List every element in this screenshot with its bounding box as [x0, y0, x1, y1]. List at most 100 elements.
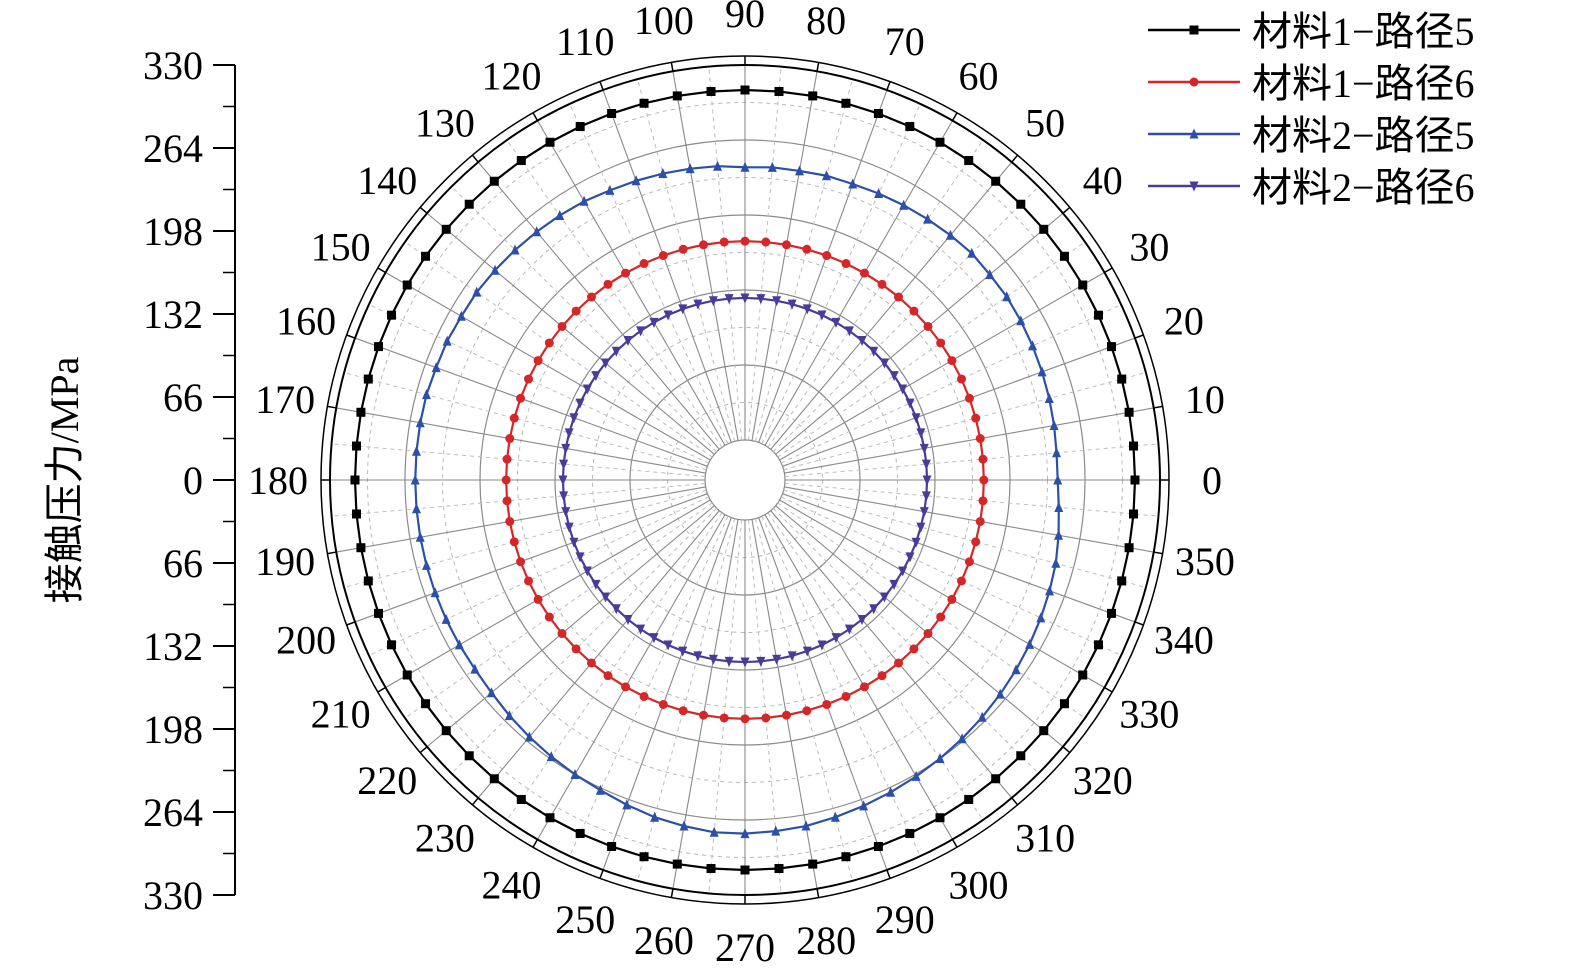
angle-tick-label: 260: [634, 918, 694, 963]
series-3-point: [771, 825, 781, 836]
angle-tick-label: 210: [311, 692, 371, 737]
series-2-point: [822, 251, 832, 261]
series-1-point: [672, 91, 682, 101]
series-4-point: [559, 459, 569, 470]
radial-tick-label: 264: [143, 126, 203, 171]
series-4-point: [740, 293, 750, 304]
series-2-point: [964, 557, 974, 567]
series-1-point: [841, 98, 851, 108]
series-4-point: [844, 624, 854, 635]
series-2-point: [781, 710, 791, 720]
angle-tick-label: 170: [255, 377, 315, 422]
outer-tick: [816, 62, 820, 72]
series-1-point: [935, 813, 945, 823]
angle-tick-label: 30: [1129, 225, 1169, 270]
outer-tick: [532, 112, 539, 121]
series-3-point: [415, 531, 425, 542]
series-4-point: [708, 296, 718, 307]
series-3-point: [1054, 529, 1064, 540]
radial-tick-label: 132: [143, 292, 203, 337]
series-4-point: [611, 604, 621, 615]
series-3-point: [1045, 585, 1055, 596]
angle-tick-label: 0: [1202, 458, 1222, 503]
series-4-point: [911, 413, 921, 424]
series-2-point: [699, 240, 709, 250]
series-3-point: [945, 229, 955, 240]
grid-spoke: [708, 66, 743, 441]
series-4-point: [831, 317, 841, 328]
series-3-point: [957, 733, 967, 744]
outer-tick: [816, 888, 820, 898]
series-2-point: [909, 644, 919, 654]
grid-spoke: [781, 304, 1122, 464]
outer-tick: [327, 551, 337, 555]
series-1-point: [356, 407, 366, 417]
legend-item-3: 材料2−路径5: [1148, 113, 1475, 158]
series-1-point: [575, 828, 585, 838]
series-1-point: [374, 608, 384, 618]
series-2-point: [740, 236, 750, 246]
outer-tick: [1134, 334, 1144, 339]
series-3-point: [685, 163, 695, 174]
angle-tick-label: 350: [1175, 539, 1235, 584]
grid-spoke: [426, 505, 715, 748]
series-4-point: [787, 651, 797, 662]
series-2-point: [524, 576, 534, 586]
series-3-point: [605, 184, 615, 195]
grid-spoke: [537, 120, 726, 446]
series-2-point: [699, 710, 709, 720]
legend-4-point: [1189, 181, 1199, 192]
radial-tick-label: 330: [143, 43, 203, 88]
series-2-point: [516, 393, 526, 403]
series-1-point: [1078, 670, 1088, 680]
series-4-point: [756, 656, 766, 667]
series-3-point: [622, 799, 632, 810]
angle-tick-label: 150: [311, 225, 371, 270]
series-1-point: [991, 176, 1001, 186]
series-1-point: [421, 699, 431, 709]
series-2-point: [841, 259, 851, 269]
series-3-point: [456, 310, 466, 321]
outer-tick: [346, 621, 356, 626]
series-2-point: [603, 671, 613, 681]
series-1-point: [607, 109, 617, 119]
outer-tick: [327, 405, 337, 409]
series-3-point: [579, 195, 589, 206]
radial-tick-label: 66: [163, 375, 203, 420]
series-1-point: [1093, 640, 1103, 650]
series-1-point: [374, 342, 384, 352]
series-4-point: [921, 459, 931, 470]
series-4-point: [591, 371, 601, 382]
series-2-point: [544, 612, 554, 622]
series-4-point: [693, 299, 703, 310]
outer-tick: [1104, 267, 1113, 274]
series-3: [410, 160, 1064, 839]
series-1-point: [516, 794, 526, 804]
legend-item-4: 材料2−路径6: [1148, 165, 1475, 210]
series-3-point: [848, 178, 858, 189]
series-4-point: [831, 633, 841, 644]
series-4-point: [663, 640, 673, 651]
angle-tick-label: 110: [556, 19, 615, 64]
angle-tick-label: 120: [482, 54, 542, 99]
series-2-point: [975, 516, 985, 526]
angle-tick-label: 190: [255, 539, 315, 584]
series-1-point: [740, 85, 750, 95]
series-2-point: [719, 713, 729, 723]
outer-tick: [599, 869, 604, 879]
series-4-point: [905, 552, 915, 563]
series-2-point: [658, 699, 668, 709]
series-2-point: [621, 268, 631, 278]
grid-spoke: [708, 519, 743, 894]
series-2-point: [658, 251, 668, 261]
angle-tick-label: 20: [1164, 298, 1204, 343]
series-1-point: [363, 576, 373, 586]
outer-tick: [1011, 154, 1019, 163]
series-4-point: [708, 654, 718, 665]
radial-axis-label: 接触压力/MPa: [42, 356, 87, 603]
series-1-point: [1117, 576, 1127, 586]
series-4-point: [636, 326, 646, 337]
series-2-point: [978, 496, 988, 506]
